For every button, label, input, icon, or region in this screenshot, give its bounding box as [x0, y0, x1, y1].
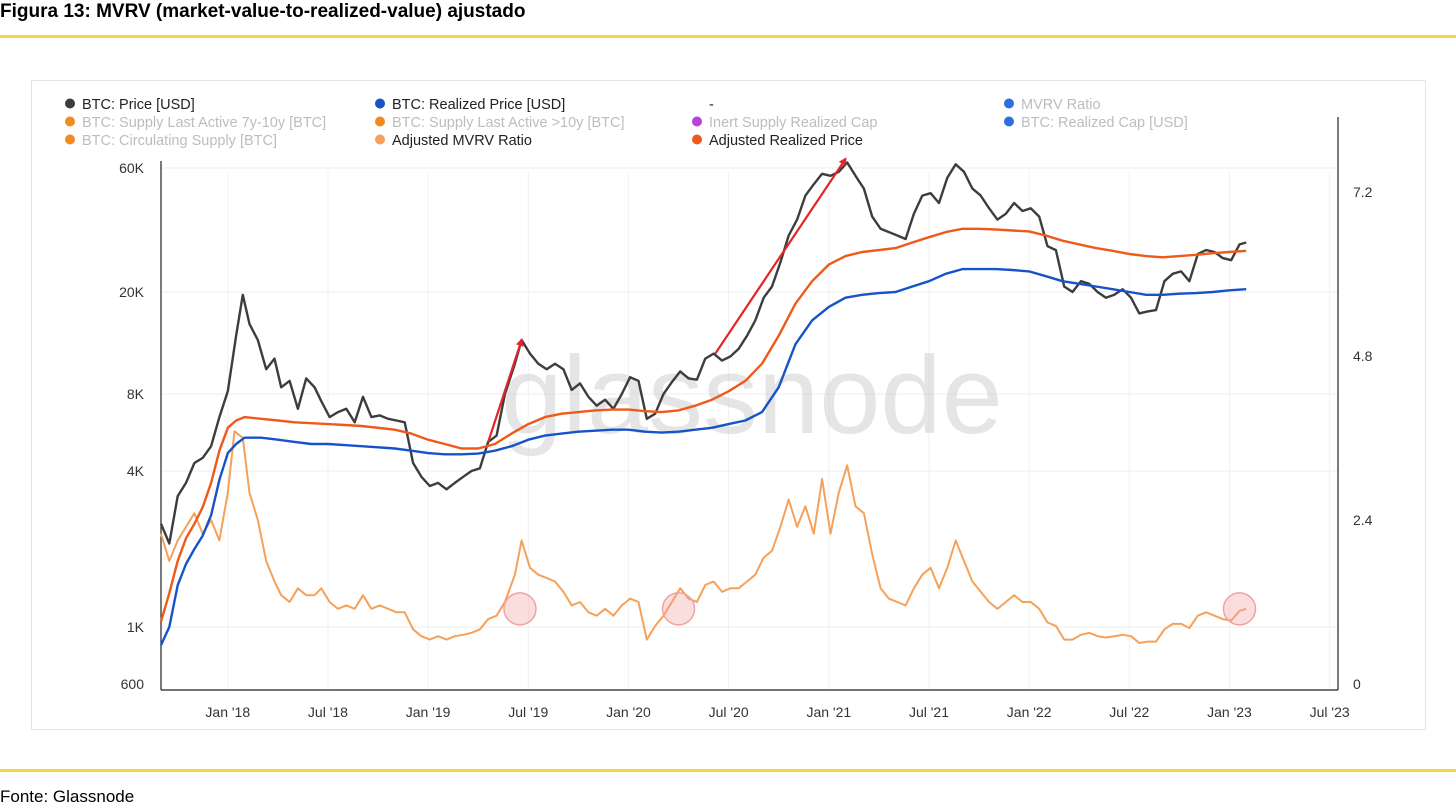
highlight-circle-2 — [503, 592, 537, 626]
left-tick-label: 20K — [119, 284, 145, 300]
gridlines — [161, 167, 1338, 690]
left-tick-label: 1K — [127, 619, 145, 635]
legend-label: Inert Supply Realized Cap — [709, 115, 877, 131]
source-rule — [0, 769, 1456, 772]
legend-item: BTC: Supply Last Active 7y-10y [BTC] — [65, 115, 326, 131]
x-tick-label: Jan '22 — [1007, 704, 1052, 720]
legend-item: BTC: Circulating Supply [BTC] — [65, 133, 277, 149]
x-tick-label: Jan '19 — [406, 704, 451, 720]
source-note: Fonte: Glassnode — [0, 787, 135, 806]
legend-item: BTC: Supply Last Active >10y [BTC] — [375, 115, 625, 131]
legend-dot-icon — [375, 98, 385, 109]
legend-dot-icon — [375, 134, 385, 145]
left-tick-label: 60K — [119, 160, 145, 176]
legend-item: BTC: Realized Cap [USD] — [1004, 115, 1188, 131]
right-tick-label: 4.8 — [1353, 348, 1373, 364]
legend-label: BTC: Price [USD] — [82, 97, 195, 113]
legend-dot-icon — [692, 116, 702, 127]
figure-title: Figura 13: MVRV (market-value-to-realize… — [0, 1, 526, 22]
series-line-btc-realized-price-usd — [159, 267, 1247, 646]
legend-dot-icon — [65, 116, 75, 127]
legend-label: MVRV Ratio — [1021, 97, 1101, 113]
highlight-circle-3 — [661, 592, 696, 626]
legend-item: - — [709, 97, 714, 113]
x-tick-label: Jul '19 — [508, 704, 548, 720]
left-tick-label: 4K — [127, 463, 145, 479]
x-tick-label: Jan '23 — [1207, 704, 1252, 720]
legend-dot-icon — [375, 116, 385, 127]
legend-label: BTC: Circulating Supply [BTC] — [82, 133, 277, 149]
x-tick-label: Jul '18 — [308, 704, 348, 720]
legend-dot-icon — [692, 134, 702, 145]
x-tick-label: Jan '18 — [205, 704, 250, 720]
trend-arrow-1 — [714, 157, 847, 355]
right-tick-label: 2.4 — [1353, 512, 1373, 528]
right-tick-label: 0 — [1353, 676, 1361, 692]
x-tick-label: Jul '23 — [1310, 704, 1350, 720]
legend-label: Adjusted Realized Price — [709, 133, 863, 149]
series-line-btc-price-usd — [159, 161, 1247, 545]
legend-dot-icon — [65, 98, 75, 109]
chart-svg: glassnode 60K 20K 8K 4K 1K 600 7.2 4.8 2.4 0 Jan '1… — [65, 97, 1373, 720]
legend-label: BTC: Supply Last Active >10y [BTC] — [392, 115, 625, 131]
chart-panel: glassnode 60K 20K 8K 4K 1K 600 7.2 4.8 2.4 0 Jan '1… — [31, 80, 1426, 730]
x-tick-label: Jul '22 — [1109, 704, 1149, 720]
x-tick-label: Jul '21 — [909, 704, 949, 720]
legend-item: Adjusted Realized Price — [692, 133, 863, 149]
title-rule — [0, 35, 1456, 38]
x-tick-label: Jul '20 — [709, 704, 749, 720]
legend-dot-icon — [1004, 116, 1014, 127]
series-line-adjusted-realized-price — [159, 227, 1247, 622]
watermark-text: glassnode — [501, 334, 1003, 457]
highlight-circle-4 — [1222, 592, 1257, 626]
legend-label: Adjusted MVRV Ratio — [392, 133, 532, 149]
legend-label: - — [709, 97, 714, 113]
x-tick-label: Jan '20 — [606, 704, 651, 720]
trend-arrow-0 — [487, 338, 524, 443]
left-tick-label: 600 — [121, 676, 145, 692]
legend-item: BTC: Realized Price [USD] — [375, 97, 565, 113]
left-tick-label: 8K — [127, 386, 145, 402]
legend-label: BTC: Realized Cap [USD] — [1021, 115, 1188, 131]
legend-dot-icon — [65, 134, 75, 145]
legend-dot-icon — [1004, 98, 1014, 109]
series-line-adjusted-mvrv-ratio — [160, 430, 1247, 644]
legend-item: BTC: Price [USD] — [65, 97, 195, 113]
right-tick-label: 7.2 — [1353, 184, 1373, 200]
legend-item: Inert Supply Realized Cap — [692, 115, 877, 131]
legend-item: Adjusted MVRV Ratio — [375, 133, 532, 149]
legend-item: MVRV Ratio — [1004, 97, 1101, 113]
legend-label: BTC: Realized Price [USD] — [392, 97, 565, 113]
x-tick-label: Jan '21 — [806, 704, 851, 720]
legend-label: BTC: Supply Last Active 7y-10y [BTC] — [82, 115, 326, 131]
